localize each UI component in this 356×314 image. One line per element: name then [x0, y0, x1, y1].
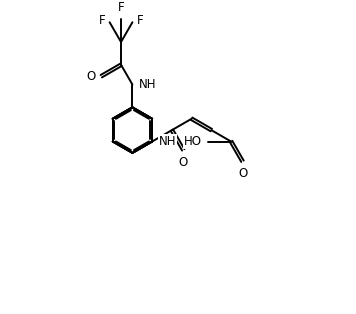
Text: F: F: [137, 14, 143, 27]
Text: NH: NH: [159, 135, 176, 148]
Text: O: O: [238, 167, 247, 180]
Text: O: O: [179, 156, 188, 169]
Text: F: F: [99, 14, 105, 27]
Text: NH: NH: [139, 78, 157, 91]
Text: F: F: [118, 1, 124, 14]
Text: O: O: [87, 70, 96, 83]
Text: HO: HO: [184, 135, 201, 148]
